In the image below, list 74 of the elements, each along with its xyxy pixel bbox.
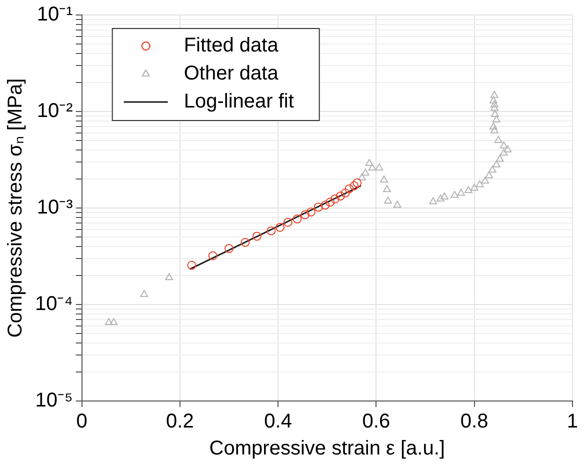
point (470, 184, 478, 191)
point (358, 173, 366, 180)
point (500, 148, 508, 156)
point (326, 198, 335, 207)
point (208, 251, 218, 260)
point (464, 186, 472, 193)
point (165, 273, 174, 280)
y-tick-label: 10⁻² (36, 100, 74, 122)
point (340, 188, 350, 198)
point (492, 115, 500, 122)
y-tick-label: 10⁻⁴ (34, 293, 73, 316)
point (365, 158, 374, 166)
point (450, 190, 459, 198)
point (300, 210, 310, 220)
point (306, 207, 316, 216)
point (283, 218, 292, 227)
point (375, 163, 384, 170)
point (330, 194, 340, 204)
point (457, 188, 466, 196)
point (440, 192, 448, 200)
point (110, 318, 118, 326)
point (492, 160, 500, 168)
y-tick-label: 10⁻⁵ (35, 390, 73, 412)
point (336, 192, 345, 201)
point (393, 200, 402, 208)
x-axis-title: Compressive strain ε [a.u.] (209, 438, 445, 460)
point (494, 136, 502, 144)
x-tick-label: 1 (566, 410, 578, 433)
point (490, 104, 498, 111)
point (488, 166, 496, 173)
point (489, 122, 498, 130)
point (187, 260, 196, 270)
point (368, 163, 376, 170)
point (276, 222, 285, 232)
point (384, 196, 392, 204)
point (489, 96, 498, 104)
x-tick-label: 0.4 (264, 410, 292, 433)
point (266, 226, 276, 236)
legend-label: Log-linear fit (184, 90, 294, 113)
point (224, 244, 234, 254)
point (490, 126, 498, 134)
legend-label: Other data (184, 62, 280, 85)
point (292, 214, 302, 224)
point (500, 141, 508, 148)
y-axis-title: Compressive stress σₙ [MPa] (4, 78, 27, 338)
point (320, 200, 330, 210)
point (490, 110, 499, 118)
point (383, 185, 391, 192)
y-tick-label: 10⁻³ (36, 196, 74, 219)
point (380, 176, 388, 183)
point (352, 178, 362, 188)
point (504, 145, 512, 152)
point (361, 168, 370, 176)
point (496, 154, 504, 162)
point (240, 238, 250, 247)
x-tick-label: 0 (76, 410, 88, 433)
point (252, 232, 262, 241)
y-tick-label: 10⁻¹ (36, 4, 74, 26)
point (314, 202, 323, 212)
point (485, 171, 493, 178)
point (429, 197, 438, 204)
point (481, 176, 490, 184)
x-tick-label: 0.2 (166, 410, 194, 433)
point (140, 290, 148, 297)
x-tick-label: 0.6 (362, 410, 390, 433)
point (476, 180, 484, 188)
point (350, 181, 359, 190)
x-tick-label: 0.8 (460, 410, 488, 433)
point (490, 90, 498, 98)
legend-label: Fitted data (184, 34, 280, 57)
point (490, 100, 498, 108)
point (436, 194, 444, 202)
point (344, 184, 354, 194)
point (104, 318, 113, 326)
